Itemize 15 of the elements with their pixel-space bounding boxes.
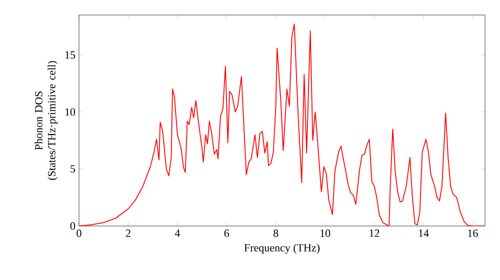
- y-tick-label: 10: [65, 108, 76, 116]
- y-tick-label: 0: [70, 222, 76, 230]
- y-axis-title: Phonon DOS (States/THz·primitive cell): [34, 61, 58, 180]
- x-tick-label: 12: [370, 230, 380, 237]
- x-tick-label: 10: [320, 230, 330, 237]
- x-tick-label: 0: [76, 230, 82, 237]
- x-tick-label: 4: [174, 230, 180, 237]
- x-tick-label: 6: [224, 230, 230, 237]
- x-axis-title: Frequency (THz): [244, 244, 320, 254]
- y-tick-label: 5: [70, 165, 76, 173]
- x-tick-label: 8: [274, 230, 278, 237]
- x-tick-label: 16: [468, 230, 478, 237]
- x-tick-label: 2: [126, 230, 130, 237]
- y-tick-label: 15: [65, 51, 76, 59]
- x-tick-label: 14: [418, 230, 429, 237]
